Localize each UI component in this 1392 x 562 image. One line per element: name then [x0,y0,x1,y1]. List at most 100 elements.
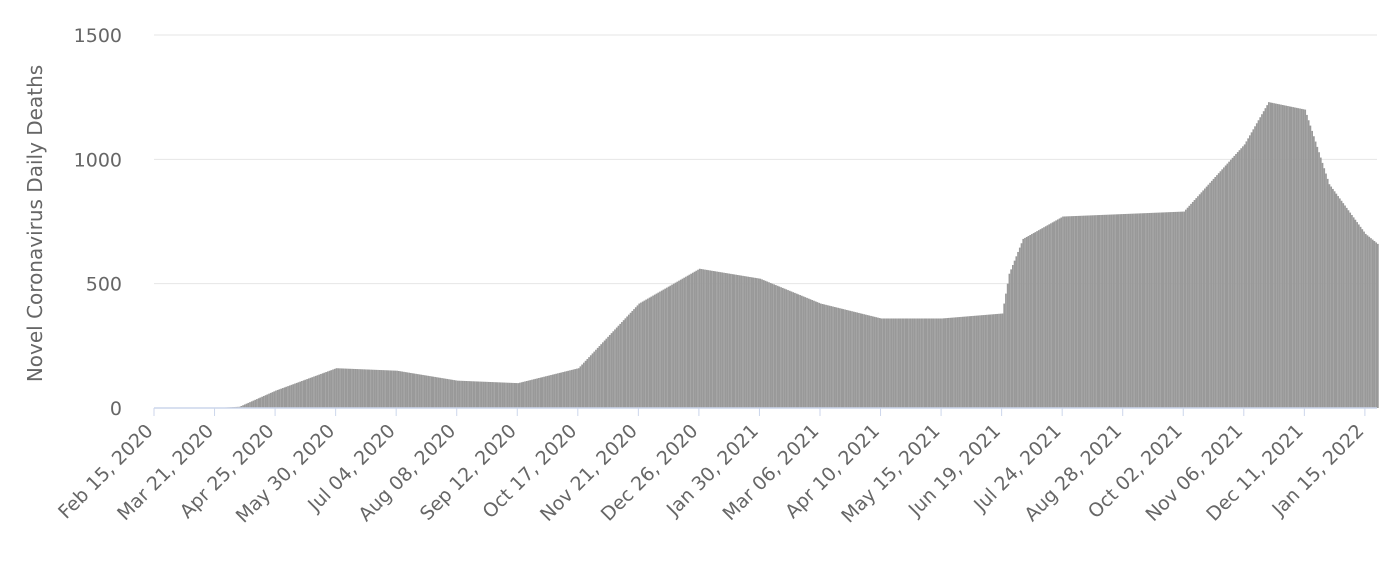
bar [693,271,696,408]
bar [679,279,682,408]
bar [285,386,288,408]
bar [468,381,471,408]
bar [998,313,1000,408]
bar [365,369,367,408]
bar [536,378,539,408]
bar [1051,222,1054,408]
bar [742,275,744,408]
bar [730,273,732,408]
bar [1318,152,1320,408]
bar [954,317,957,408]
bar [844,309,846,408]
bar [771,283,774,408]
bar [384,370,386,408]
bar [728,273,731,408]
bar [989,314,992,408]
bar [624,318,627,408]
bar [619,323,622,408]
bar [892,318,895,408]
bar [830,306,833,408]
bar [449,379,452,408]
bar [427,375,430,408]
bar [1217,173,1220,408]
bar [683,277,686,408]
bar [652,295,654,408]
bar [1022,238,1025,408]
bar [648,297,651,408]
bar [1337,196,1339,408]
bar [342,368,345,408]
bar [579,366,582,408]
bar [1264,108,1267,409]
bar [645,299,648,408]
bar [698,268,701,408]
bar [512,382,514,408]
bar [776,285,779,408]
bar [1155,212,1158,408]
bar [294,383,296,408]
bar [1070,216,1073,408]
bar [1034,232,1037,408]
bar [306,379,308,408]
bar [1091,215,1094,408]
bar [577,368,580,408]
bar [821,303,824,408]
bar [429,376,431,408]
bar [249,402,251,408]
bar [626,316,628,408]
bar [1269,102,1272,408]
bar [685,276,687,408]
bar [790,291,793,408]
bar [913,318,916,408]
bar [647,298,649,408]
bar [660,290,663,408]
bar [745,276,748,408]
bar [610,333,613,408]
bar [719,272,722,408]
bar [271,392,274,408]
bar [299,381,302,408]
bar [519,382,521,408]
bar [415,373,417,408]
bar [1366,235,1369,408]
bar [1302,109,1305,409]
bar [1212,178,1215,408]
bar [589,355,592,408]
bar [747,276,750,408]
bar [359,369,362,408]
bar [1043,227,1045,408]
bar [1140,213,1142,408]
bar [617,325,620,408]
bar [923,318,926,408]
bar [939,318,942,408]
bar [593,351,596,408]
bar [1060,217,1063,408]
bar [1167,212,1170,408]
bar [809,299,812,408]
bar [290,384,293,408]
bar [1323,168,1326,408]
bar [1243,144,1246,408]
bar [906,318,909,408]
bar [750,277,753,408]
bar [524,381,526,408]
bar [1017,251,1019,408]
bar [785,289,788,408]
bar [337,368,340,408]
bar [819,303,822,408]
bar [621,322,623,408]
bar [470,381,473,408]
bar [726,273,729,408]
bar [1250,132,1253,408]
bar [503,382,506,408]
y-tick-label: 1000 [74,149,122,171]
bar [901,318,904,408]
bar [326,371,329,408]
bar [240,405,243,408]
bar [282,388,284,408]
bar [1297,108,1300,409]
bar [992,314,995,408]
bar [292,384,295,408]
bar [394,370,397,408]
bar [1145,213,1147,408]
